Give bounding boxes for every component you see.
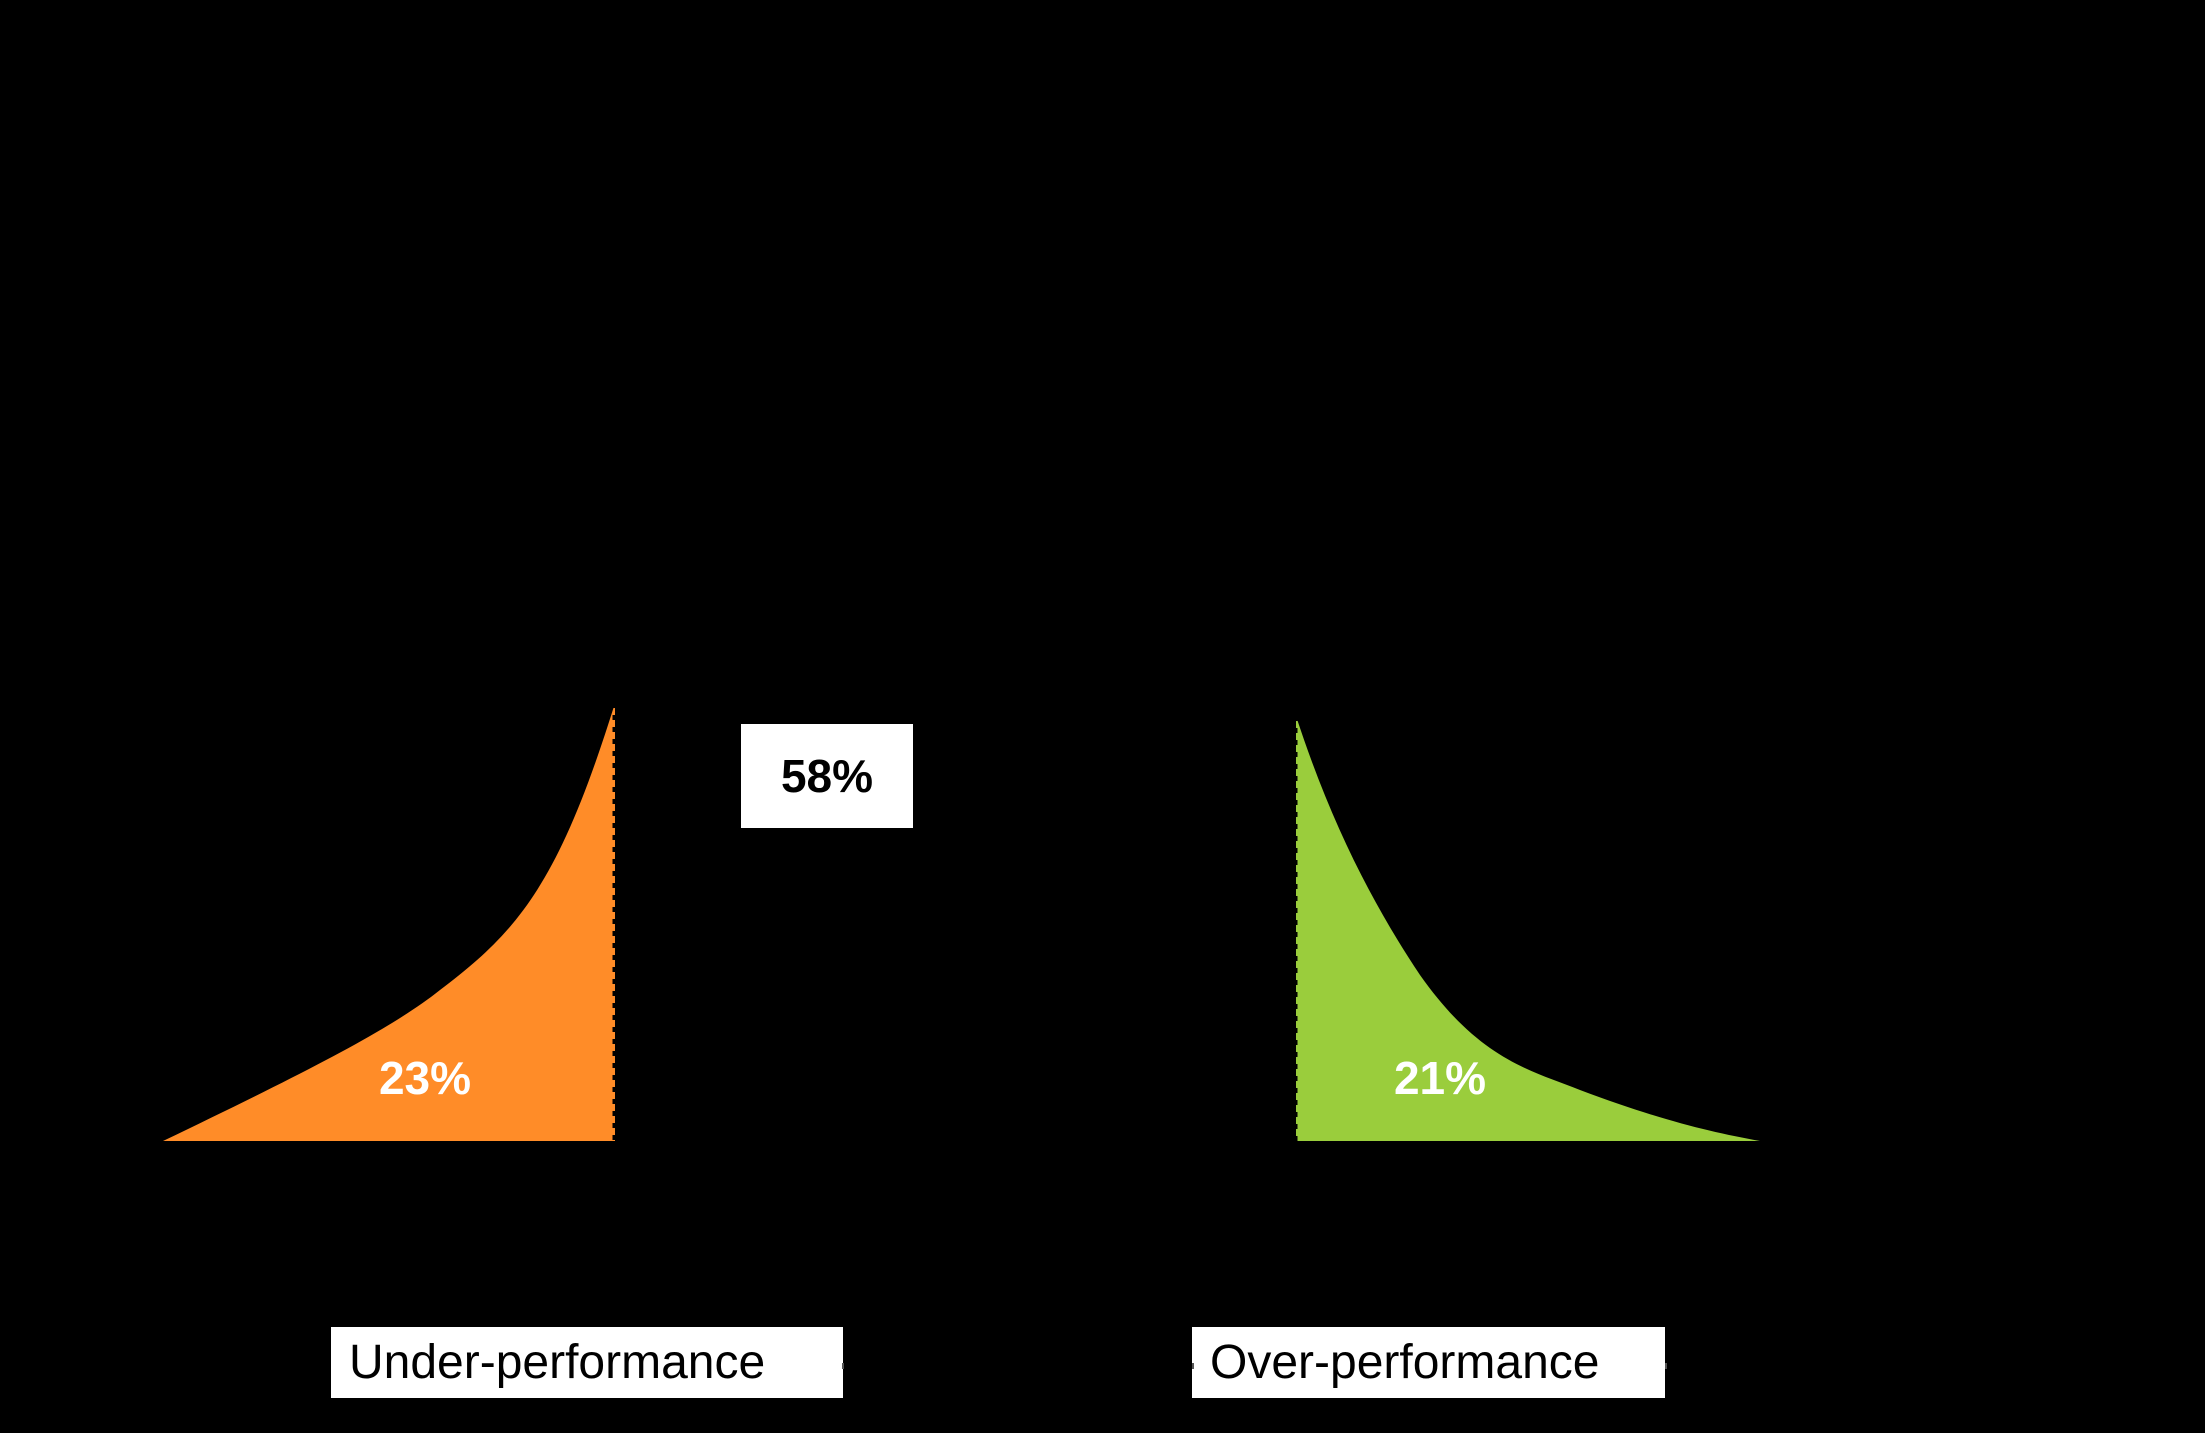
over-label-left-tick-mark: [1192, 1363, 1194, 1369]
center-percent-box: 58%: [741, 724, 913, 828]
under-performance-tail: [163, 703, 615, 1141]
over-label-right-tick-mark: [1665, 1363, 1667, 1369]
under-performance-label: Under-performance: [349, 1335, 766, 1389]
over-performance-percent: 21%: [1393, 1052, 1487, 1104]
under-performance-percent: 23%: [378, 1052, 472, 1104]
center-percent-label: 58%: [780, 750, 874, 802]
over-performance-label-box: Over-performance: [1192, 1327, 1665, 1398]
under-label-tick-mark: [842, 1363, 844, 1369]
over-performance-tail: [1296, 716, 1760, 1141]
over-performance-label: Over-performance: [1210, 1335, 1600, 1389]
under-performance-label-box: Under-performance: [331, 1327, 843, 1398]
